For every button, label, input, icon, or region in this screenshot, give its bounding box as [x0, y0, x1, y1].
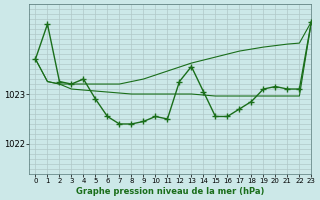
X-axis label: Graphe pression niveau de la mer (hPa): Graphe pression niveau de la mer (hPa) [76, 187, 265, 196]
